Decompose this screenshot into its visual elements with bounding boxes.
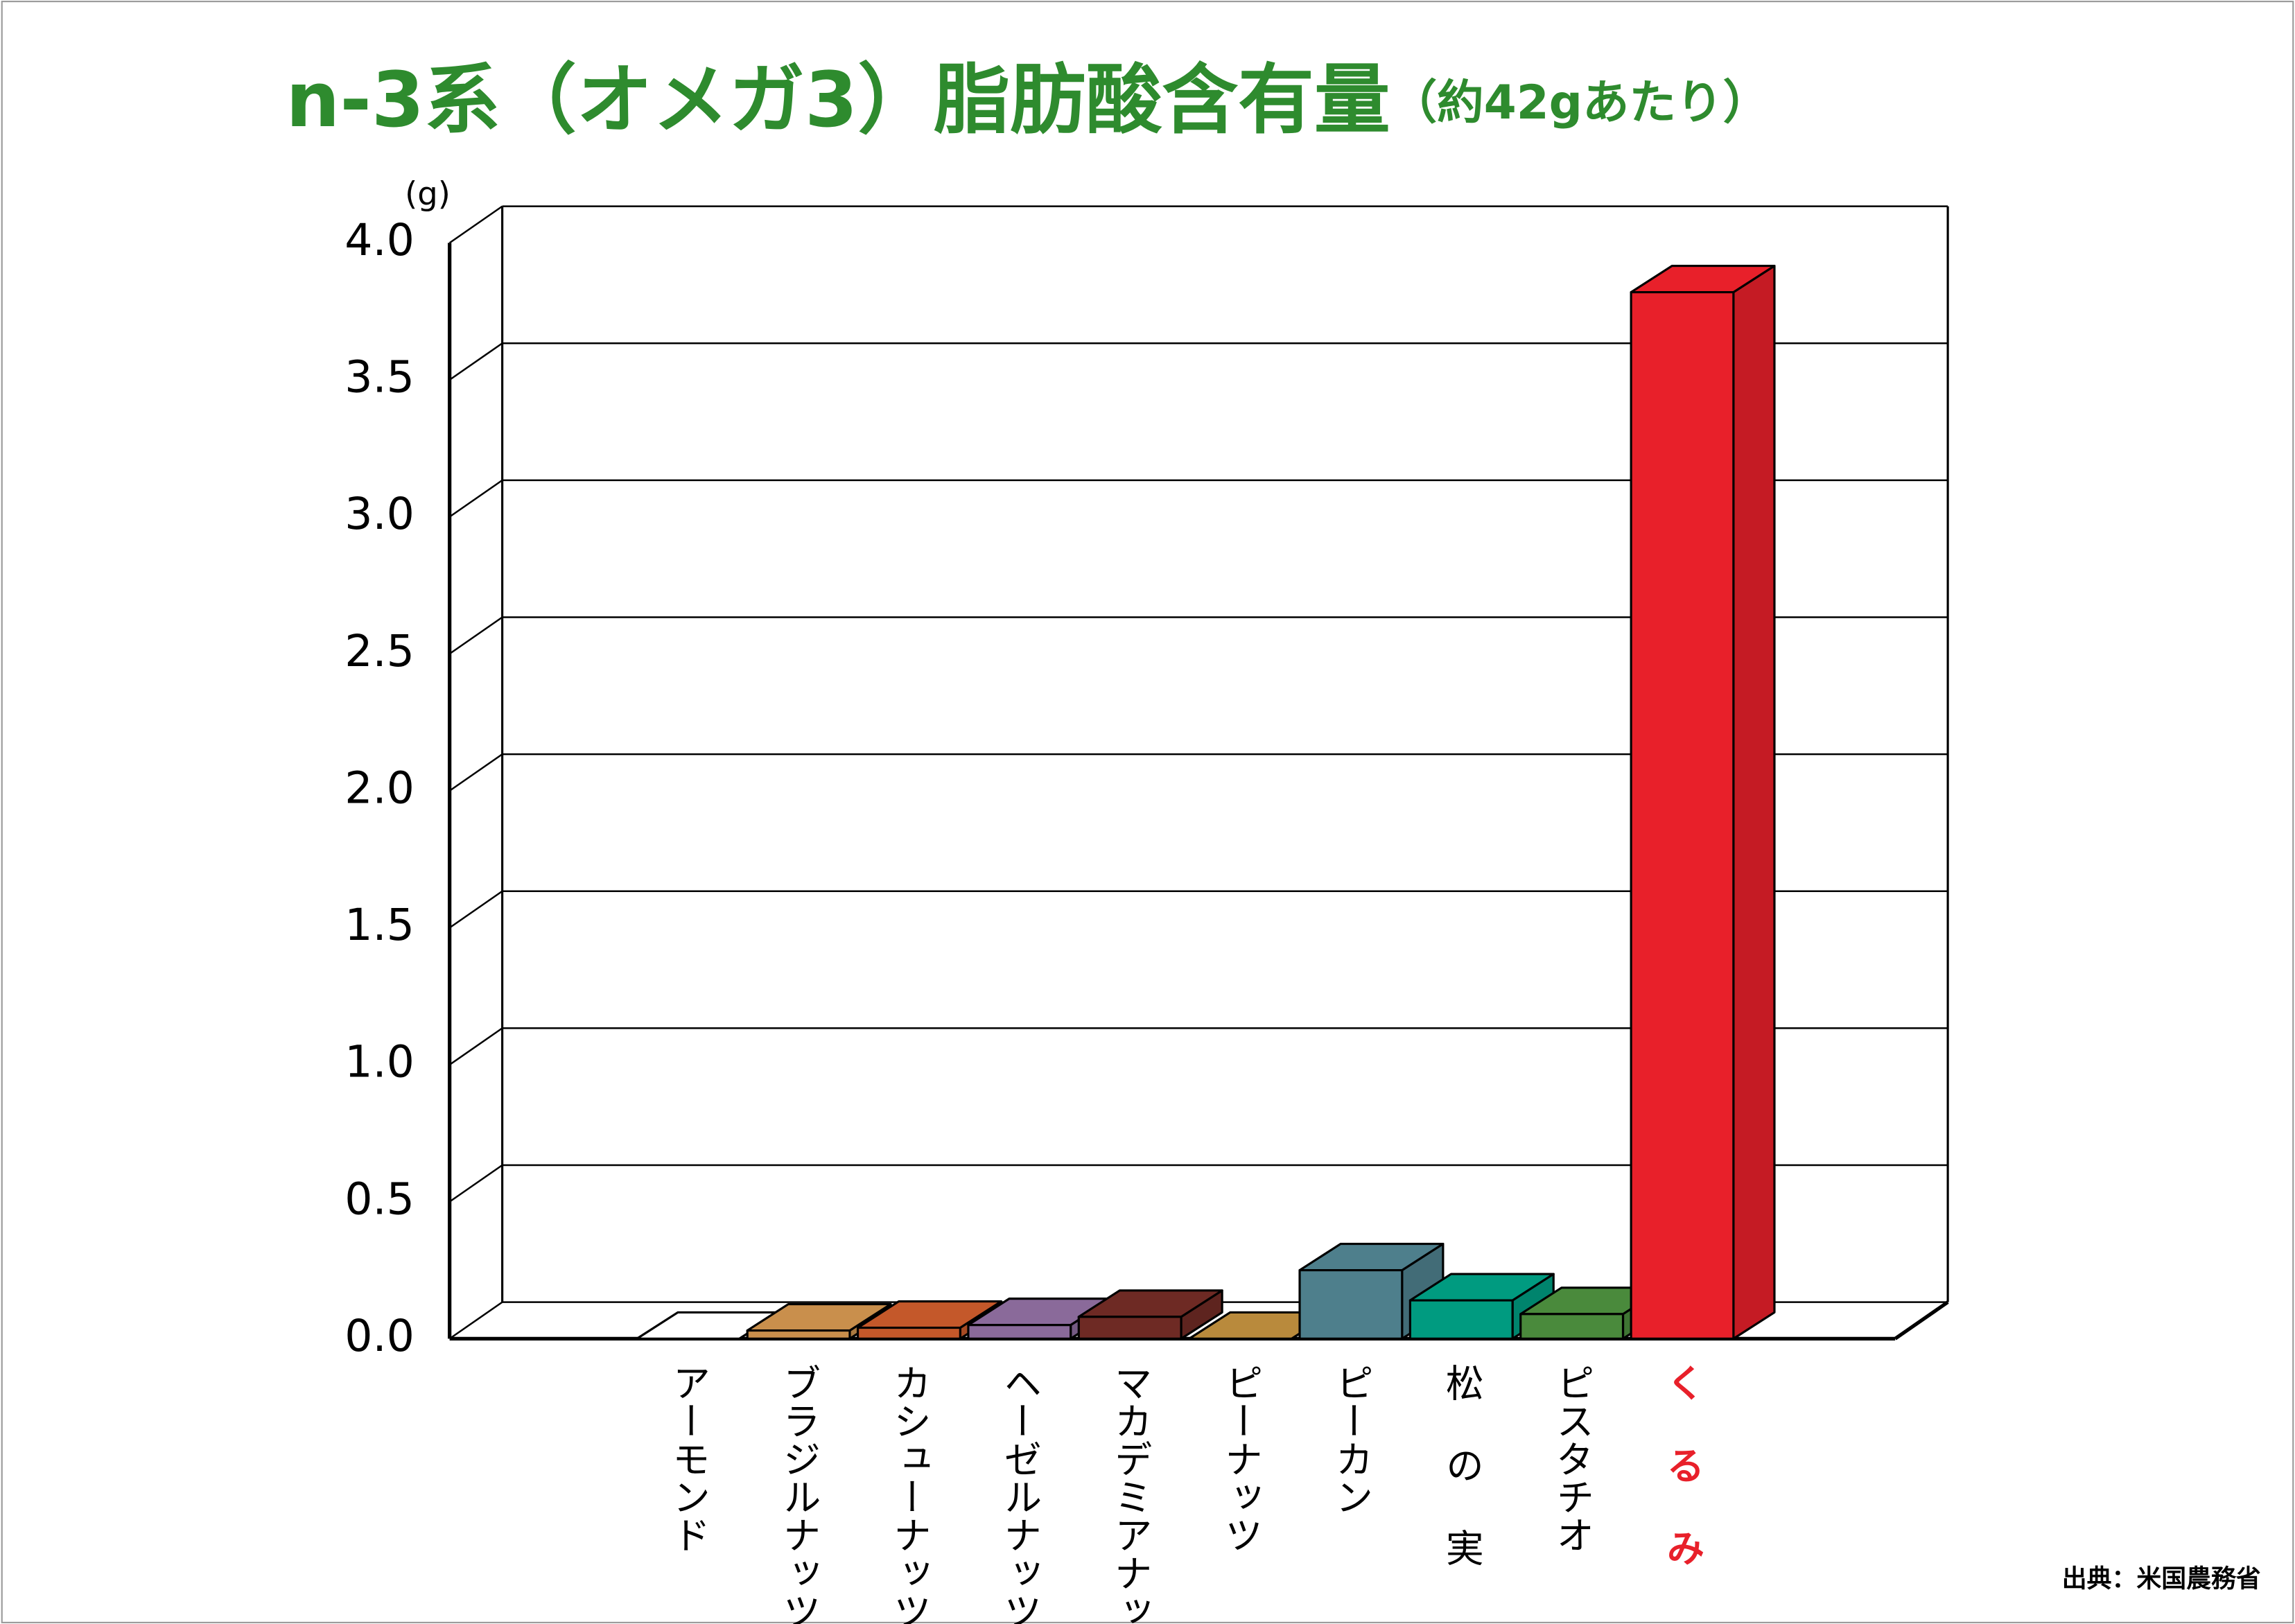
y-tick-label: 0.0 bbox=[344, 1310, 415, 1361]
bar bbox=[1298, 1268, 1404, 1340]
x-tick-label: アーモンド bbox=[666, 1363, 710, 1553]
title-main: n-3系（オメガ3）脂肪酸含有量 bbox=[286, 55, 1390, 144]
y-tick-label: 2.5 bbox=[344, 625, 415, 676]
y-tick-label: 3.5 bbox=[344, 351, 415, 403]
y-tick-label: 0.5 bbox=[344, 1173, 415, 1224]
subtitle: （約42gあたり） bbox=[1390, 75, 1770, 130]
grid-line-side bbox=[448, 1301, 503, 1340]
bar bbox=[1630, 290, 1735, 1340]
y-tick-label: 4.0 bbox=[344, 214, 415, 265]
grid-line-side bbox=[448, 1027, 503, 1066]
grid-line-side bbox=[448, 890, 503, 929]
x-tick-label: ヘーゼルナッツ bbox=[997, 1363, 1042, 1624]
y-tick-label: 1.5 bbox=[344, 899, 415, 950]
source-note: 出典：米国農務省 bbox=[2062, 1565, 2261, 1594]
y-tick-label: 2.0 bbox=[344, 762, 415, 813]
grid-line-side bbox=[448, 753, 503, 792]
bar bbox=[1408, 1299, 1514, 1340]
x-tick-label: 松 の 実 bbox=[1439, 1363, 1483, 1566]
grid-line-side bbox=[448, 1164, 503, 1203]
y-tick-label: 3.0 bbox=[344, 488, 415, 539]
x-tick-label: ピーカン bbox=[1329, 1363, 1373, 1516]
x-tick-label: ピーナッツ bbox=[1219, 1363, 1263, 1553]
grid-line-side bbox=[448, 479, 503, 518]
x-tick-label: マカデミアナッツ bbox=[1108, 1363, 1152, 1624]
grid-line-side bbox=[448, 205, 503, 244]
bar bbox=[967, 1324, 1072, 1340]
bar bbox=[1077, 1316, 1183, 1340]
floor-side bbox=[1894, 1300, 1949, 1341]
y-tick-label: 1.0 bbox=[344, 1036, 415, 1088]
bar bbox=[856, 1326, 961, 1340]
bar-side bbox=[1732, 264, 1776, 1340]
y-axis-unit: (g) bbox=[405, 175, 451, 212]
x-tick-label: ピスタチオ bbox=[1550, 1363, 1594, 1553]
chart-title: n-3系（オメガ3）脂肪酸含有量（約42gあたり） bbox=[286, 55, 1770, 144]
x-tick-label: く る み bbox=[1660, 1363, 1704, 1566]
grid-line-side bbox=[448, 616, 503, 655]
x-tick-label: カシューナッツ bbox=[887, 1363, 931, 1624]
bar bbox=[1519, 1313, 1625, 1340]
grid-line-side bbox=[448, 342, 503, 381]
bar bbox=[746, 1329, 851, 1340]
x-tick-label: ブラジルナッツ bbox=[776, 1363, 821, 1624]
